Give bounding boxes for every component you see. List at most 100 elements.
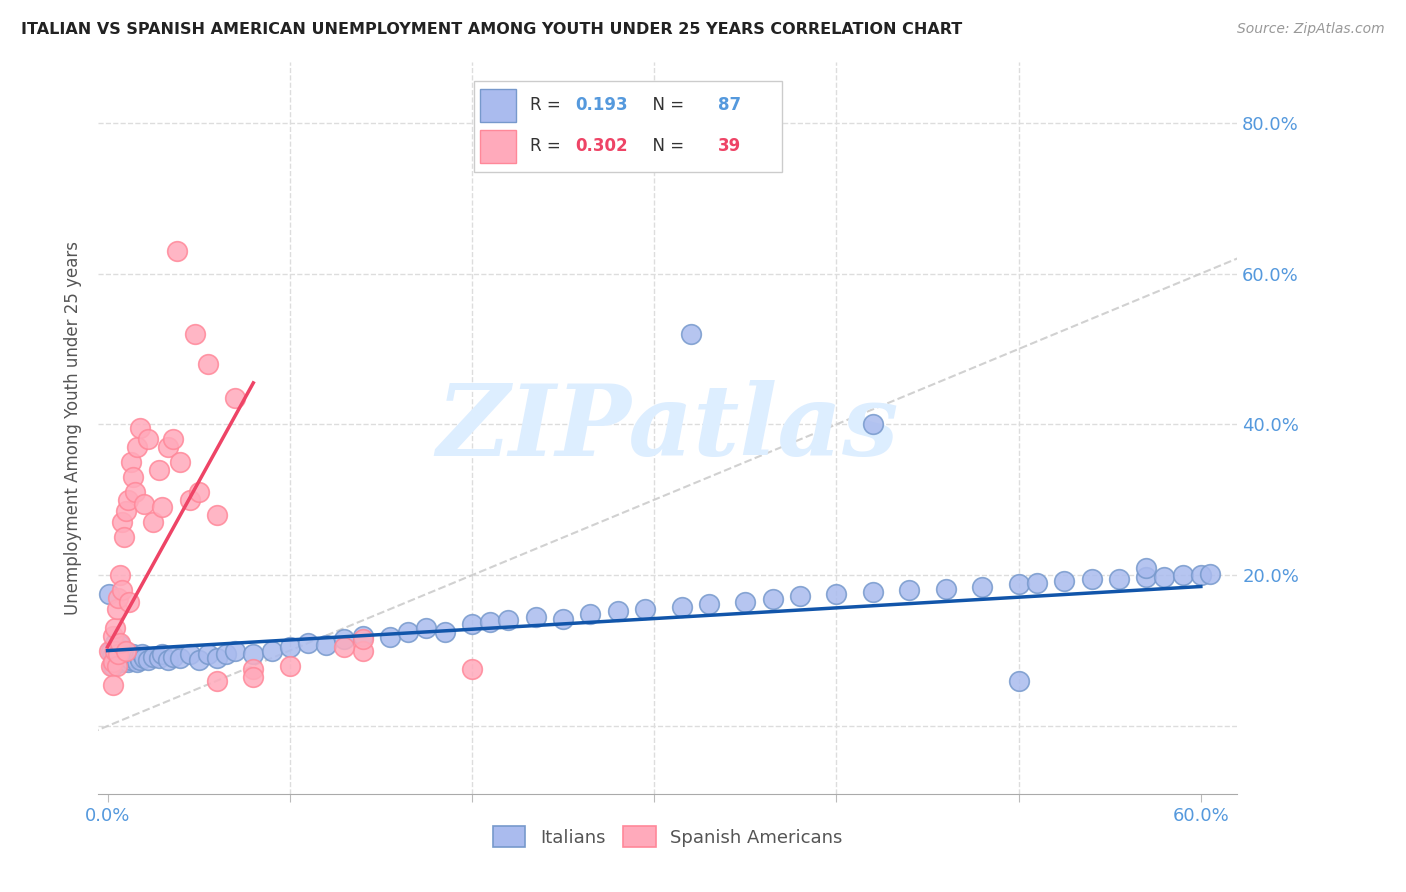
Point — [105, 640, 128, 654]
Point — [1135, 560, 1157, 574]
Point — [333, 640, 356, 654]
Point — [242, 648, 264, 662]
Point — [1199, 566, 1222, 581]
Point — [762, 592, 785, 607]
Point — [606, 604, 628, 618]
Point — [184, 326, 207, 341]
Point — [100, 658, 122, 673]
Point — [107, 643, 129, 657]
Point — [111, 648, 134, 662]
Point — [396, 624, 419, 639]
Point — [242, 663, 264, 677]
Point — [352, 628, 374, 642]
Point — [242, 670, 264, 684]
Point — [1189, 568, 1212, 582]
Point — [187, 653, 209, 667]
Point — [117, 648, 139, 662]
Point — [105, 655, 128, 669]
Point — [117, 655, 139, 669]
Point — [120, 455, 142, 469]
Point — [129, 421, 152, 435]
FancyBboxPatch shape — [474, 81, 782, 172]
Text: N =: N = — [641, 96, 689, 114]
Point — [1171, 568, 1194, 582]
Point — [479, 615, 502, 629]
Point — [98, 587, 121, 601]
Point — [142, 649, 165, 664]
Point — [150, 648, 173, 662]
Point — [110, 568, 132, 582]
Point — [107, 653, 129, 667]
Point — [148, 462, 170, 476]
Point — [104, 643, 127, 657]
Point — [117, 492, 139, 507]
Point — [935, 582, 957, 596]
Point — [110, 638, 132, 652]
Point — [187, 485, 209, 500]
Point — [315, 638, 337, 652]
Text: ZIPatlas: ZIPatlas — [437, 380, 898, 476]
Text: 0.193: 0.193 — [575, 96, 628, 114]
Point — [101, 655, 124, 669]
Point — [579, 607, 602, 622]
Point — [110, 649, 132, 664]
Text: 39: 39 — [718, 137, 741, 155]
Text: 87: 87 — [718, 96, 741, 114]
Text: Source: ZipAtlas.com: Source: ZipAtlas.com — [1237, 22, 1385, 37]
Point — [150, 500, 173, 515]
Point — [1007, 577, 1029, 591]
Text: R =: R = — [530, 137, 567, 155]
Point — [104, 621, 127, 635]
Point — [110, 636, 132, 650]
Point — [120, 653, 142, 667]
Point — [352, 632, 374, 647]
Point — [132, 497, 155, 511]
Point — [162, 433, 184, 447]
Point — [1108, 572, 1130, 586]
Point — [142, 516, 165, 530]
Point — [297, 636, 319, 650]
Point — [122, 470, 145, 484]
Point — [111, 516, 134, 530]
Point — [205, 508, 228, 522]
Point — [111, 583, 134, 598]
Point — [179, 648, 201, 662]
Point — [125, 655, 148, 669]
Y-axis label: Unemployment Among Youth under 25 years: Unemployment Among Youth under 25 years — [63, 241, 82, 615]
Point — [461, 663, 484, 677]
Point — [114, 653, 136, 667]
Point — [433, 624, 456, 639]
Point — [825, 587, 848, 601]
Point — [112, 643, 135, 657]
Point — [278, 658, 301, 673]
Text: N =: N = — [641, 137, 689, 155]
Point — [378, 630, 401, 644]
Bar — [479, 129, 516, 162]
Point — [104, 636, 127, 650]
Point — [124, 651, 146, 665]
Legend: Italians, Spanish Americans: Italians, Spanish Americans — [485, 819, 851, 855]
Point — [215, 648, 238, 662]
Point — [197, 357, 219, 371]
Point — [132, 651, 155, 665]
Point — [105, 602, 128, 616]
Point — [107, 648, 129, 662]
Point — [105, 648, 128, 662]
Point — [197, 648, 219, 662]
Text: ITALIAN VS SPANISH AMERICAN UNEMPLOYMENT AMONG YOUTH UNDER 25 YEARS CORRELATION : ITALIAN VS SPANISH AMERICAN UNEMPLOYMENT… — [21, 22, 962, 37]
Point — [114, 645, 136, 659]
Point — [789, 590, 811, 604]
Point — [524, 609, 547, 624]
Point — [118, 649, 141, 664]
Point — [224, 643, 246, 657]
Point — [278, 640, 301, 654]
Point — [104, 651, 127, 665]
Point — [898, 583, 921, 598]
Point — [101, 677, 124, 691]
Point — [118, 594, 141, 608]
Point — [111, 655, 134, 669]
Point — [98, 643, 121, 657]
Point — [179, 492, 201, 507]
Point — [972, 580, 994, 594]
Point — [101, 658, 124, 673]
